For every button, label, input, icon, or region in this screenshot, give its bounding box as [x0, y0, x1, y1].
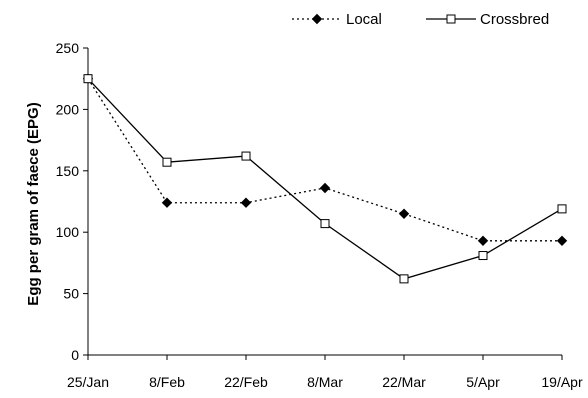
- y-tick-label: 100: [56, 224, 80, 240]
- local-series-point: [477, 235, 489, 247]
- local-series-point: [240, 197, 252, 208]
- crossbred-series-point: [478, 251, 488, 261]
- crossbred-series-point: [162, 157, 172, 167]
- local-series-point: [319, 182, 331, 194]
- local-series-point: [398, 208, 410, 219]
- x-tick-label: 8/Mar: [307, 374, 343, 390]
- x-tick-label: 22/Mar: [382, 374, 426, 390]
- crossbred-series-point: [399, 274, 409, 284]
- local-series-line: [87, 78, 562, 242]
- x-tick-label: 19/Apr: [541, 374, 583, 390]
- legend-crossbred-point: [446, 14, 456, 24]
- series-layer: [82, 73, 568, 284]
- crossbred-series-point: [320, 219, 330, 229]
- legend-crossbred-label: Crossbred: [480, 11, 549, 28]
- x-tick-label: 25/Jan: [67, 374, 109, 390]
- crossbred-series-line: [87, 78, 563, 280]
- local-series-point: [556, 235, 568, 247]
- local-series-point: [161, 197, 173, 208]
- y-tick-label: 150: [56, 163, 80, 179]
- x-tick-label: 8/Feb: [149, 374, 185, 390]
- legend-local-label: Local: [346, 11, 382, 28]
- crossbred-series-point: [241, 151, 251, 161]
- y-ticks: 0 50 100 150 200 250: [56, 40, 88, 363]
- x-ticks: 25/Jan 8/Feb 22/Feb 8/Mar 22/Mar 5/Apr 19/Apr: [67, 355, 583, 390]
- crossbred-series-point: [83, 74, 93, 84]
- legend: Local Crossbred: [292, 11, 549, 28]
- y-tick-label: 250: [56, 40, 80, 56]
- y-tick-label: 200: [56, 101, 80, 117]
- x-tick-label: 5/Apr: [466, 374, 500, 390]
- crossbred-series: [83, 74, 567, 284]
- y-tick-label: 50: [63, 286, 79, 302]
- y-tick-label: 0: [71, 347, 79, 363]
- legend-local-point: [311, 13, 323, 25]
- legend-crossbred-item: Crossbred: [426, 11, 549, 28]
- crossbred-series-point: [557, 204, 567, 214]
- x-tick-label: 22/Feb: [224, 374, 268, 390]
- legend-local-item: Local: [292, 11, 382, 28]
- y-axis-title: Egg per gram of faece (EPG): [25, 102, 42, 305]
